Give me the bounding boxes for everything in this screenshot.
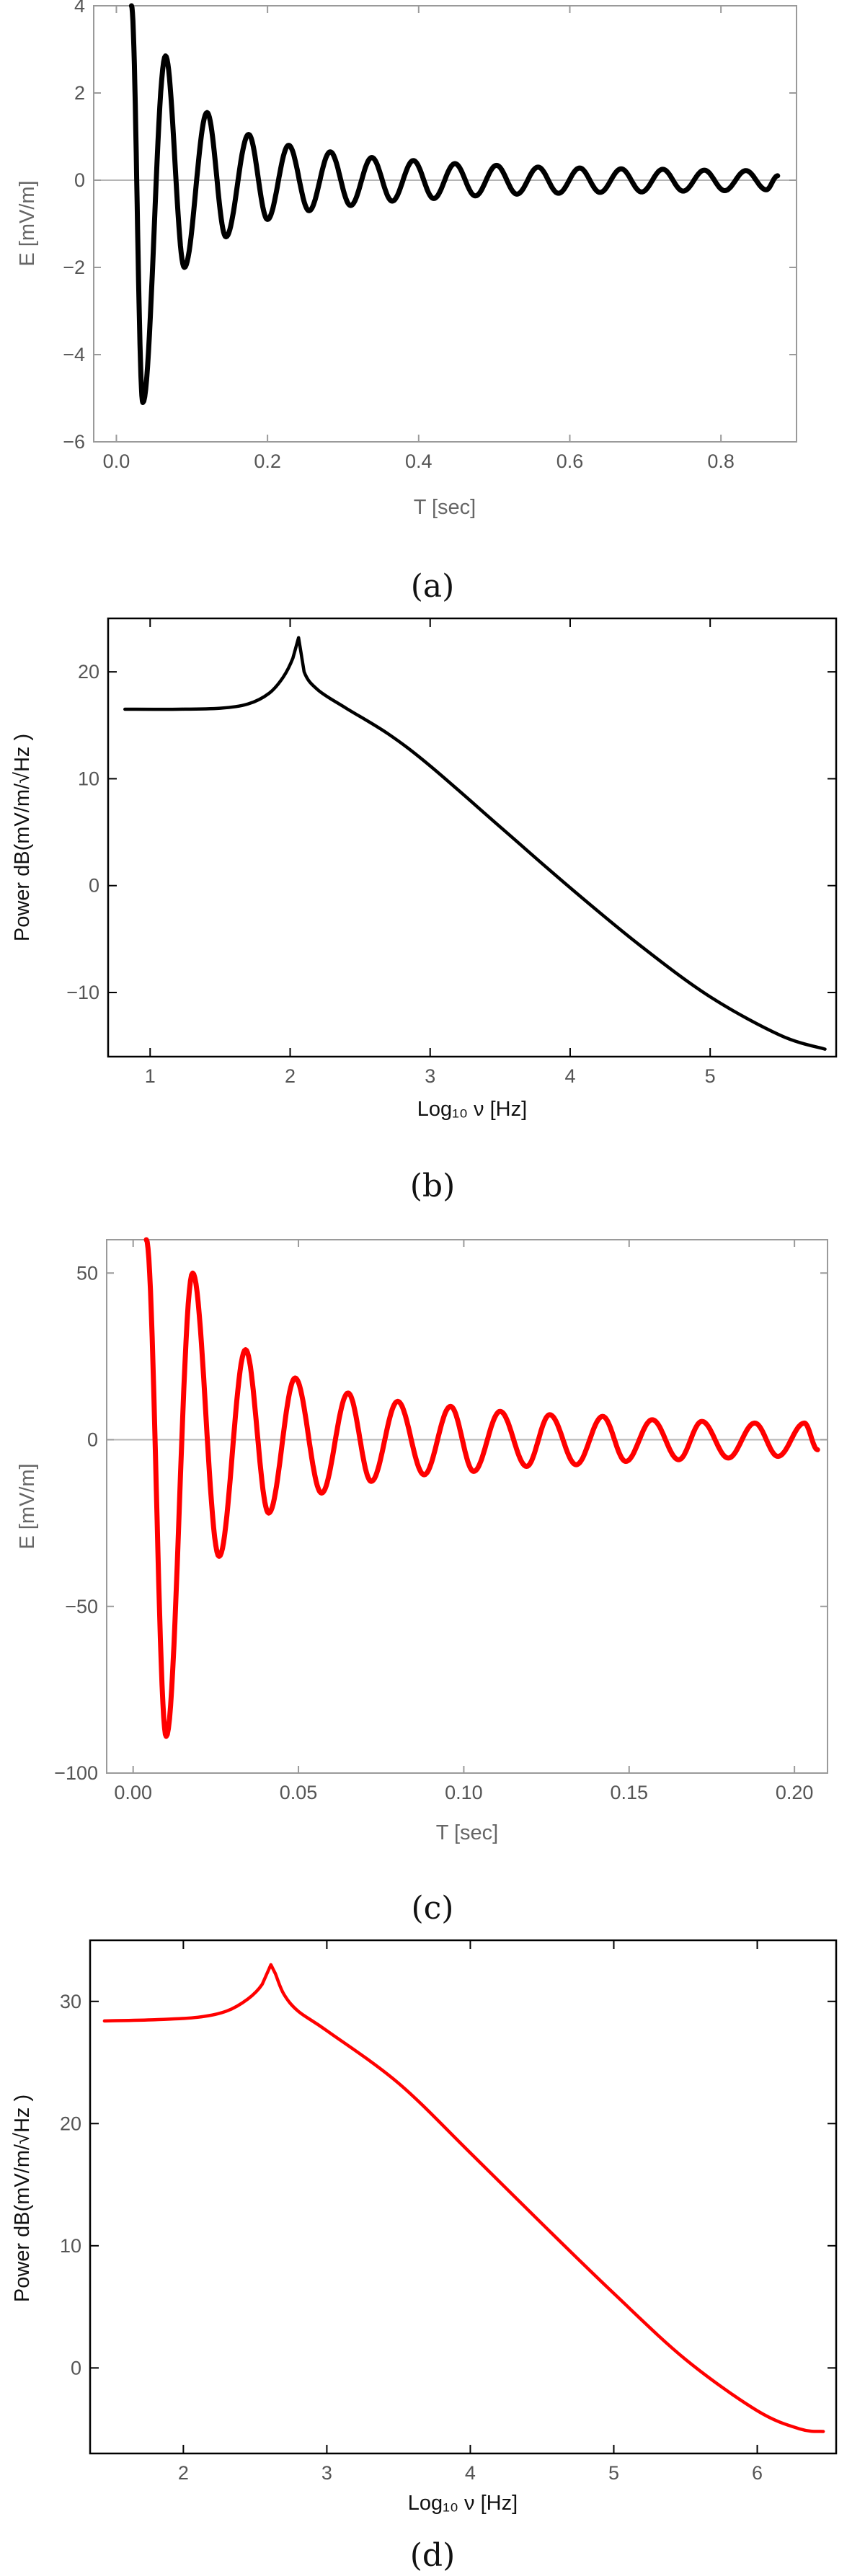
panel-b-y-ticks: −10 0 10 20 bbox=[66, 661, 836, 1003]
panel-b-x-axis-label: Log₁₀ ν [Hz] bbox=[417, 1098, 527, 1121]
panel-b-y-tick-label: 0 bbox=[89, 875, 99, 897]
panel-b-x-ticks: 1 2 3 4 5 bbox=[145, 618, 716, 1087]
panel-b-y-axis-label: Power dB(mV/m/√Hz ) bbox=[11, 734, 34, 941]
panel-a-x-ticks: 0.0 0.2 0.4 0.6 0.8 bbox=[103, 6, 735, 472]
panel-a-x-tick-label: 0.2 bbox=[254, 450, 281, 472]
panel-d-x-ticks: 2 3 4 5 6 bbox=[178, 1940, 763, 2484]
panel-d-x-tick-label: 3 bbox=[321, 2462, 332, 2484]
panel-d-caption: (d) bbox=[410, 2537, 456, 2574]
panel-a-y-axis-label: E [mV/m] bbox=[16, 180, 39, 266]
panel-b-x-tick-label: 3 bbox=[425, 1065, 435, 1087]
panel-b-plot-frame bbox=[107, 617, 838, 1058]
panel-d-y-tick-label: 0 bbox=[71, 2357, 81, 2379]
panel-a-x-tick-label: 0.6 bbox=[556, 450, 584, 472]
panel-a: −6 −4 −2 0 2 4 0.0 0.2 0.4 0.6 0.8 T [sec] E [mV/… bbox=[16, 0, 797, 605]
panel-c-x-tick-label: 0.00 bbox=[114, 1782, 152, 1803]
panel-c-y-tick-label: −50 bbox=[65, 1596, 98, 1617]
panel-a-y-tick-label: 4 bbox=[74, 0, 85, 17]
panel-a-caption: (a) bbox=[411, 568, 455, 605]
panel-d-y-tick-label: 30 bbox=[60, 1991, 81, 2012]
panel-a-y-tick-label: −4 bbox=[63, 344, 85, 365]
panel-d-y-axis-label: Power dB(mV/m/√Hz ) bbox=[11, 2095, 34, 2302]
panel-b-x-tick-label: 2 bbox=[285, 1065, 296, 1087]
panel-d-x-tick-label: 2 bbox=[178, 2462, 189, 2484]
panel-d-y-tick-label: 10 bbox=[60, 2235, 81, 2257]
panel-b-x-tick-label: 5 bbox=[705, 1065, 716, 1087]
panel-b-y-tick-label: −10 bbox=[66, 982, 99, 1003]
panel-a-y-tick-label: −2 bbox=[63, 257, 85, 278]
panel-c-y-tick-label: 0 bbox=[87, 1429, 98, 1451]
panel-b-caption: (b) bbox=[410, 1168, 456, 1204]
panel-a-x-axis-label: T [sec] bbox=[414, 496, 476, 519]
panel-c-x-ticks: 0.00 0.05 0.10 0.15 0.20 bbox=[114, 1240, 813, 1803]
panel-b-y-tick-label: 20 bbox=[78, 661, 99, 683]
panel-d-x-axis-label: Log₁₀ ν [Hz] bbox=[408, 2492, 518, 2515]
panel-c-y-ticks: −100 −50 0 50 bbox=[54, 1262, 828, 1784]
panel-a-y-tick-label: −6 bbox=[63, 431, 85, 453]
panel-a-y-tick-label: 0 bbox=[74, 169, 85, 191]
panel-a-plot-frame bbox=[93, 5, 797, 443]
panel-b-x-tick-label: 4 bbox=[564, 1065, 575, 1087]
panel-d-plot-frame bbox=[89, 1939, 838, 2455]
panel-b-series-line bbox=[123, 636, 827, 1051]
panel-d-series-line bbox=[102, 1963, 825, 2433]
panel-d-x-tick-label: 5 bbox=[608, 2462, 619, 2484]
panel-a-series-line bbox=[128, 3, 781, 405]
panel-c-series-line bbox=[143, 1237, 820, 1739]
panel-c-y-tick-label: −100 bbox=[54, 1762, 98, 1784]
panel-d-y-tick-label: 20 bbox=[60, 2113, 81, 2134]
panel-a-y-tick-label: 2 bbox=[74, 82, 85, 104]
panel-c-plot-frame bbox=[106, 1239, 828, 1774]
panel-c-y-tick-label: 50 bbox=[76, 1262, 98, 1284]
panel-a-y-ticks: −6 −4 −2 0 2 4 bbox=[63, 0, 797, 453]
panel-b-y-tick-label: 10 bbox=[78, 768, 99, 789]
panel-d-y-ticks: 0 10 20 30 bbox=[60, 1991, 836, 2379]
panel-a-x-tick-label: 0.4 bbox=[405, 450, 432, 472]
panel-b: −10 0 10 20 1 2 3 4 5 Log₁₀ ν [Hz] Power dB(mV/… bbox=[11, 617, 838, 1204]
panel-c-x-tick-label: 0.20 bbox=[776, 1782, 814, 1803]
panel-c-x-axis-label: T [sec] bbox=[436, 1821, 499, 1844]
panel-b-x-tick-label: 1 bbox=[145, 1065, 156, 1087]
panel-d: 0 10 20 30 2 3 4 5 6 Log₁₀ ν [Hz] Power dB(mV/m… bbox=[11, 1939, 838, 2574]
panel-c-y-axis-label: E [mV/m] bbox=[16, 1463, 39, 1549]
panel-d-x-tick-label: 4 bbox=[465, 2462, 476, 2484]
panel-d-x-tick-label: 6 bbox=[752, 2462, 763, 2484]
panel-c-caption: (c) bbox=[412, 1890, 454, 1927]
panel-c-x-tick-label: 0.15 bbox=[610, 1782, 648, 1803]
panel-a-x-tick-label: 0.0 bbox=[103, 450, 130, 472]
panel-a-x-tick-label: 0.8 bbox=[707, 450, 735, 472]
panel-c-x-tick-label: 0.10 bbox=[445, 1782, 483, 1803]
panel-c-x-tick-label: 0.05 bbox=[280, 1782, 318, 1803]
